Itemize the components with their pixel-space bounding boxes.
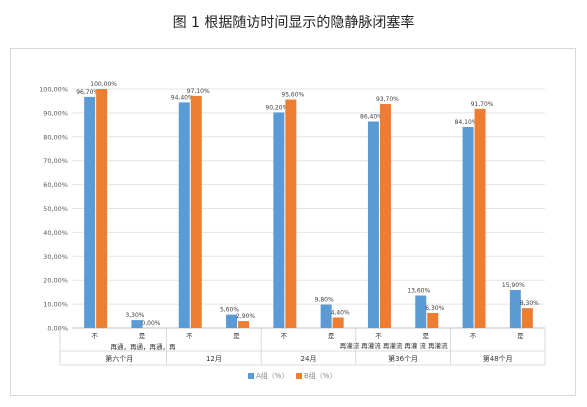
y-tick-label: 30,00% (43, 253, 68, 261)
legend-label: B组（%） (304, 371, 336, 380)
data-label: 13,60% (407, 287, 430, 294)
bar (474, 108, 486, 328)
bar (379, 104, 391, 328)
y-tick-label: 50,00% (43, 205, 68, 213)
data-label: 100,00% (90, 81, 117, 88)
data-label: 5,60% (220, 307, 239, 314)
bar (320, 304, 332, 328)
group-label: 24月 (301, 355, 317, 363)
data-label: 15,90% (502, 282, 525, 289)
category-label: 是 (328, 332, 335, 340)
bar (367, 121, 379, 328)
bar (521, 308, 533, 328)
y-tick-label: 0,00% (47, 325, 68, 333)
data-label: 84,10% (455, 119, 478, 126)
data-label: 93,70% (376, 96, 399, 103)
category-label: 是 (423, 332, 430, 340)
data-label: 4,40% (331, 309, 350, 316)
group-label: 第48个月 (483, 354, 513, 363)
legend-label: A组（%） (256, 371, 288, 380)
data-label: 0,00% (141, 320, 160, 327)
data-label: 86,40% (360, 114, 383, 121)
y-tick-label: 100,00% (39, 86, 68, 94)
bar (190, 95, 202, 328)
data-label: 3,30% (125, 312, 144, 319)
group-label: 第六个月 (105, 354, 133, 363)
chart-title: 图 1 根据随访时间显示的隐静脉闭塞率 (172, 15, 415, 31)
y-tick-label: 80,00% (43, 133, 68, 141)
bar (415, 295, 427, 328)
bar (273, 112, 285, 328)
category-label: 是 (517, 332, 524, 340)
legend-swatch (296, 373, 302, 379)
group-label: 12月 (206, 355, 222, 363)
y-tick-label: 20,00% (43, 277, 68, 285)
bar (509, 289, 521, 328)
y-tick-label: 10,00% (43, 301, 68, 309)
legend-swatch (248, 373, 254, 379)
data-label: 9,80% (315, 297, 334, 304)
data-label: 94,40% (171, 94, 194, 101)
category-note: 再通，再通，再通，再 (110, 342, 176, 351)
data-label: 90,20% (265, 104, 288, 111)
y-tick-label: 60,00% (43, 181, 68, 189)
category-label: 不 (186, 332, 193, 340)
data-label: 2,90% (236, 313, 255, 320)
bar (96, 89, 108, 328)
bar (178, 102, 190, 328)
data-label: 91,70% (471, 101, 494, 108)
category-label: 不 (281, 332, 288, 340)
category-label: 不 (91, 332, 98, 340)
data-label: 96,70% (76, 89, 99, 96)
data-label: 8,30% (520, 300, 539, 307)
category-label: 不 (375, 332, 382, 340)
data-label: 6,30% (425, 305, 444, 312)
data-label: 97,10% (187, 88, 210, 95)
bar (332, 317, 344, 328)
bar (131, 320, 143, 328)
bar (285, 99, 297, 329)
bar (462, 127, 474, 328)
y-tick-label: 70,00% (43, 157, 68, 165)
y-tick-label: 90,00% (43, 109, 68, 117)
bar (226, 314, 238, 328)
group-label: 第36个月 (388, 354, 418, 363)
category-label: 是 (139, 332, 146, 340)
category-note: 再灌流 再灌流 再灌流 再灌 流 再灌流 (340, 341, 448, 350)
category-label: 是 (233, 332, 240, 340)
bar (84, 96, 96, 329)
bar (427, 312, 439, 328)
data-label: 95,60% (281, 92, 304, 99)
bar (238, 321, 250, 328)
category-label: 不 (470, 332, 477, 340)
y-tick-label: 40,00% (43, 229, 68, 237)
